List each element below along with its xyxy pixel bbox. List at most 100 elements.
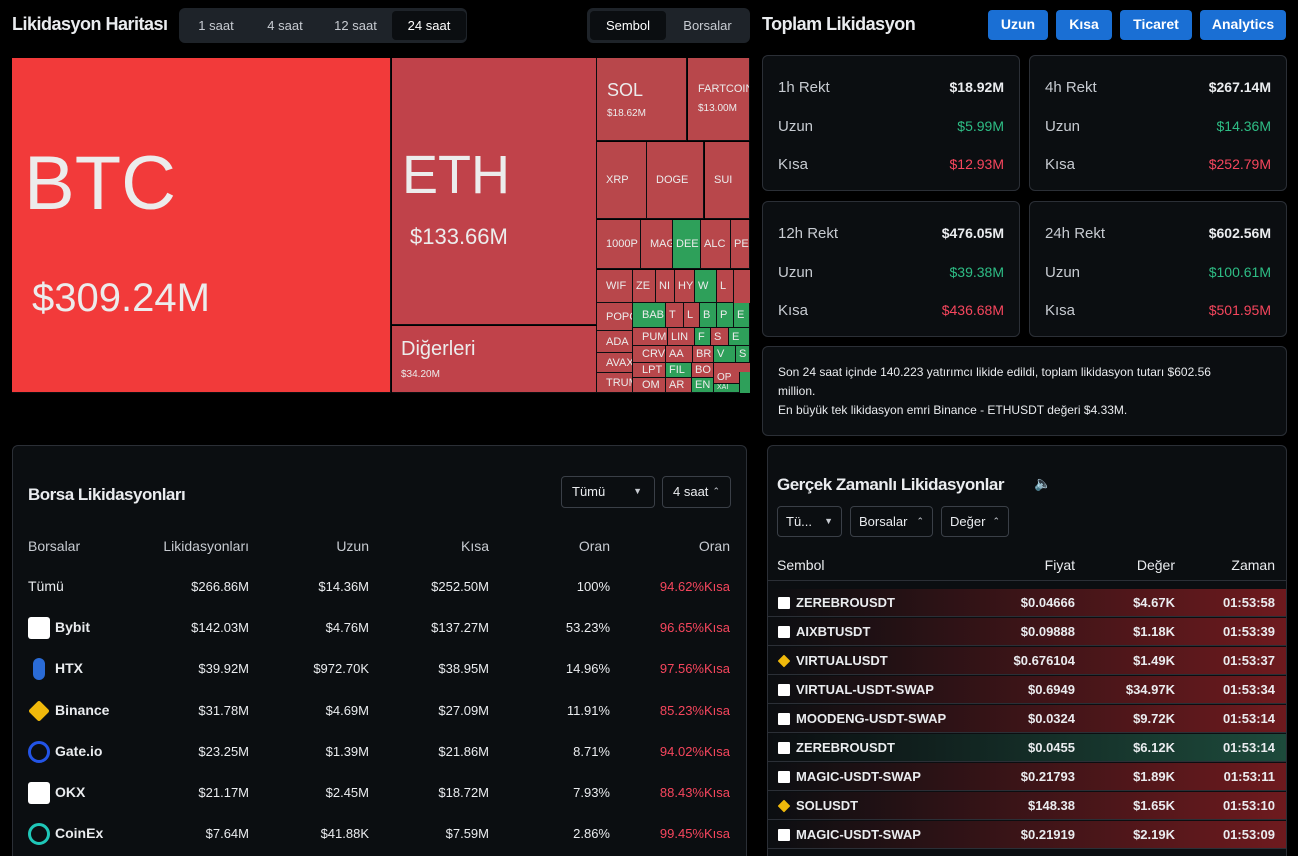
treemap-cell[interactable]: T xyxy=(666,303,684,328)
treemap-cell[interactable]: AA xyxy=(666,346,693,363)
treemap-cell[interactable]: SOL $18.62M xyxy=(597,58,687,141)
treemap-cell[interactable]: FIL xyxy=(666,363,692,378)
time-tab[interactable]: 4 saat xyxy=(267,18,303,33)
column-header: Zaman xyxy=(1231,557,1275,573)
view-tab[interactable]: Borsalar xyxy=(683,18,732,33)
button[interactable]: Kısa xyxy=(1056,10,1112,40)
cell: 01:53:14 xyxy=(1222,740,1275,755)
treemap-cell[interactable]: V xyxy=(714,346,736,363)
cell-label: V xyxy=(717,348,725,360)
treemap-cell[interactable]: OP xyxy=(714,372,740,384)
treemap-cell[interactable]: PUM xyxy=(633,328,668,346)
treemap-cell[interactable]: SUI xyxy=(705,142,750,219)
treemap-cell[interactable]: ETH $133.66M xyxy=(392,58,597,325)
treemap-cell[interactable]: P xyxy=(717,303,734,328)
treemap-cell[interactable]: LPT xyxy=(633,363,666,378)
note-line: Son 24 saat içinde 140.223 yatırımcı lik… xyxy=(778,365,1211,398)
treemap-cell[interactable]: TRUM xyxy=(597,373,633,393)
treemap-cell[interactable]: HY xyxy=(675,270,695,303)
cell: VIRTUAL-USDT-SWAP xyxy=(796,682,934,697)
cell: $7.64M xyxy=(205,826,249,842)
treemap-cell[interactable]: MAGI xyxy=(641,220,673,269)
treemap-cell[interactable]: S xyxy=(736,346,750,363)
button[interactable]: Analytics xyxy=(1200,10,1286,40)
treemap-cell[interactable]: BO xyxy=(692,363,714,378)
cell: $0.676104 xyxy=(1013,653,1075,668)
view-tab[interactable]: Sembol xyxy=(590,11,666,40)
cell: $39.92M xyxy=(198,661,249,677)
liquidation-row: AIXBTUSDT $0.09888 $1.18K 01:53:39 xyxy=(768,618,1286,646)
cell-label: CRV xyxy=(642,348,666,360)
exchange-icon xyxy=(778,626,790,638)
button[interactable]: Ticaret xyxy=(1120,10,1192,40)
exchange-name: HTX xyxy=(55,660,83,677)
treemap-cell[interactable]: WIF xyxy=(597,270,633,303)
treemap-cell[interactable]: BR xyxy=(693,346,714,363)
time-tab[interactable]: 12 saat xyxy=(334,18,377,33)
cell-label: B xyxy=(703,309,711,321)
cell-label: BO xyxy=(695,364,711,376)
treemap-cell[interactable]: L xyxy=(717,270,734,303)
exchange-icon xyxy=(28,782,50,804)
cell: $1.89K xyxy=(1133,769,1175,784)
treemap-cell[interactable]: E xyxy=(734,303,750,328)
treemap-cell[interactable]: DOGE xyxy=(647,142,704,219)
treemap-cell[interactable]: POPC xyxy=(597,303,633,331)
time-tab[interactable]: 1 saat xyxy=(198,18,234,33)
treemap-cell[interactable]: ALC xyxy=(701,220,731,269)
liquidation-row: MAGIC-USDT-SWAP $0.21919 $2.19K 01:53:09 xyxy=(768,821,1286,849)
treemap-cell[interactable]: EN xyxy=(692,378,714,393)
treemap-cell[interactable]: Diğerleri $34.20M xyxy=(392,326,597,393)
treemap-cell[interactable]: BTC $309.24M xyxy=(12,58,391,393)
cell: 94.02%Kısa xyxy=(659,743,730,759)
panel-title: Gerçek Zamanlı Likidasyonlar xyxy=(777,475,1004,494)
cell-label: PUM xyxy=(642,330,667,343)
treemap-cell[interactable]: NI xyxy=(656,270,675,303)
treemap-cell[interactable]: AVAX xyxy=(597,353,633,373)
treemap-cell[interactable]: XAI xyxy=(714,384,740,393)
treemap-cell[interactable]: AR xyxy=(666,378,692,393)
treemap-cell[interactable]: ZE xyxy=(633,270,656,303)
treemap-cell[interactable]: PE xyxy=(731,220,750,269)
treemap-cell[interactable]: BAB xyxy=(633,303,666,328)
button[interactable]: Uzun xyxy=(988,10,1048,40)
treemap-cell[interactable]: B xyxy=(700,303,717,328)
cell: $18.72M xyxy=(438,785,489,800)
treemap-cell[interactable]: S xyxy=(711,328,729,346)
cell-label: BR xyxy=(696,348,712,360)
cell: $4.76M xyxy=(325,620,369,636)
cell: $2.19K xyxy=(1133,827,1175,842)
cell: 01:53:58 xyxy=(1222,595,1275,610)
treemap-cell[interactable]: CRV xyxy=(633,346,666,363)
treemap-cell[interactable]: 1000P xyxy=(597,220,641,269)
time-tab[interactable]: 24 saat xyxy=(392,11,466,40)
cell-value: $18.62M xyxy=(607,108,646,119)
cell: 7.93% xyxy=(573,785,610,800)
treemap-cell[interactable]: E xyxy=(729,328,750,346)
dropdown[interactable]: Borsalar ⌃ xyxy=(850,506,933,537)
cell: $1.49K xyxy=(1133,653,1175,668)
treemap-filler xyxy=(734,270,750,303)
treemap-cell[interactable]: F xyxy=(695,328,711,346)
treemap-cell[interactable]: W xyxy=(695,270,717,303)
treemap-cell[interactable]: FARTCOIN $13.00M xyxy=(688,58,750,141)
treemap-cell[interactable]: OM xyxy=(633,378,666,393)
treemap-cell[interactable]: ADA xyxy=(597,331,633,353)
dropdown[interactable]: 4 saat ⌃ xyxy=(662,476,731,508)
exchange-icon xyxy=(778,713,790,725)
cell-label: AVAX xyxy=(606,356,633,369)
caret: ⌃ xyxy=(992,516,1000,526)
column-header: Kısa xyxy=(460,538,489,554)
cell: $1.65K xyxy=(1133,798,1175,813)
dropdown[interactable]: Tümü ▼ xyxy=(561,476,655,508)
cell-value: $309.24M xyxy=(32,276,210,320)
cell: $0.09888 xyxy=(1020,624,1075,639)
treemap-cell[interactable]: DEE xyxy=(673,220,701,269)
dropdown[interactable]: Değer ⌃ xyxy=(941,506,1009,537)
dropdown[interactable]: Tü... ▼ xyxy=(777,506,842,537)
treemap-cell[interactable]: L xyxy=(684,303,700,328)
treemap-cell[interactable]: XRP xyxy=(597,142,647,219)
cell: 85.23%Kısa xyxy=(659,702,730,718)
cell-value: $13.00M xyxy=(698,103,737,114)
treemap-cell[interactable]: LIN xyxy=(668,328,695,346)
